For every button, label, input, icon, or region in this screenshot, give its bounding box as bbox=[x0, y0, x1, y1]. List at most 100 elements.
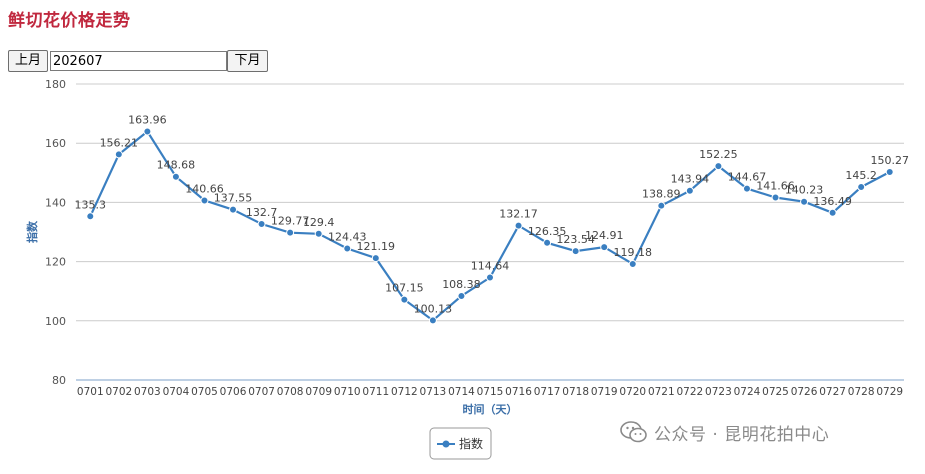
data-point[interactable] bbox=[114, 150, 123, 159]
data-label: 137.55 bbox=[214, 192, 253, 205]
data-label: 107.15 bbox=[385, 282, 424, 295]
data-point[interactable] bbox=[457, 291, 466, 300]
data-point[interactable] bbox=[371, 254, 380, 263]
data-label: 156.21 bbox=[100, 136, 139, 149]
data-point[interactable] bbox=[400, 295, 409, 304]
y-tick-label: 80 bbox=[52, 374, 66, 387]
data-point[interactable] bbox=[86, 212, 95, 221]
data-point[interactable] bbox=[771, 193, 780, 202]
data-label: 132.17 bbox=[499, 208, 538, 221]
data-point[interactable] bbox=[229, 205, 238, 214]
x-tick-label: 0707 bbox=[248, 386, 275, 398]
data-point[interactable] bbox=[486, 273, 494, 282]
y-tick-label: 120 bbox=[45, 256, 66, 269]
x-tick-label: 0726 bbox=[791, 386, 818, 398]
month-input[interactable] bbox=[50, 51, 227, 71]
x-tick-label: 0712 bbox=[391, 386, 418, 398]
next-month-button[interactable]: 下月 bbox=[227, 50, 268, 72]
x-tick-label: 0715 bbox=[477, 386, 504, 398]
wechat-icon bbox=[620, 421, 647, 443]
data-point[interactable] bbox=[343, 244, 352, 253]
data-label: 152.25 bbox=[699, 148, 738, 161]
data-point[interactable] bbox=[314, 229, 323, 238]
data-point[interactable] bbox=[143, 127, 152, 136]
x-tick-label: 0728 bbox=[848, 386, 875, 398]
data-label: 136.49 bbox=[813, 195, 852, 208]
x-tick-label: 0704 bbox=[163, 386, 190, 398]
data-point[interactable] bbox=[571, 247, 580, 256]
y-tick-label: 180 bbox=[45, 78, 66, 91]
y-tick-label: 160 bbox=[45, 137, 66, 150]
data-label: 129.4 bbox=[303, 216, 335, 229]
data-label: 124.91 bbox=[585, 229, 624, 242]
data-point[interactable] bbox=[200, 196, 209, 205]
data-point[interactable] bbox=[657, 201, 666, 210]
x-tick-label: 0713 bbox=[420, 386, 447, 398]
y-tick-label: 100 bbox=[45, 315, 66, 328]
x-tick-label: 0708 bbox=[277, 386, 304, 398]
data-point[interactable] bbox=[800, 197, 809, 206]
data-label: 114.64 bbox=[471, 259, 510, 272]
data-point[interactable] bbox=[885, 168, 894, 177]
data-point[interactable] bbox=[628, 260, 637, 269]
data-labels: 135.3 156.21 163.96 148.68 140.66137.55132.7… bbox=[75, 113, 909, 315]
data-point[interactable] bbox=[171, 172, 180, 181]
data-label: 138.89 bbox=[642, 188, 681, 201]
x-axis-ticks: 0701 0702 0703 0704 0705 0706 0707 0708 0709 0710… bbox=[77, 386, 903, 398]
y-axis-ticks: 80 100 120 140 160 180 bbox=[45, 78, 66, 387]
x-tick-label: 0702 bbox=[105, 386, 132, 398]
series-line bbox=[89, 129, 891, 322]
x-tick-label: 0729 bbox=[876, 386, 903, 398]
x-tick-label: 0727 bbox=[819, 386, 846, 398]
x-tick-label: 0709 bbox=[305, 386, 332, 398]
x-tick-label: 0717 bbox=[534, 386, 561, 398]
x-tick-label: 0725 bbox=[762, 386, 789, 398]
data-point[interactable] bbox=[286, 228, 295, 237]
x-tick-label: 0710 bbox=[334, 386, 361, 398]
legend-marker-icon bbox=[442, 440, 450, 448]
data-label: 140.23 bbox=[785, 184, 824, 197]
x-tick-label: 0718 bbox=[562, 386, 589, 398]
watermark-text: 公众号 · 昆明花拍中心 bbox=[654, 425, 830, 445]
x-tick-label: 0711 bbox=[362, 386, 389, 398]
data-label: 163.96 bbox=[128, 113, 167, 126]
data-label: 145.2 bbox=[845, 169, 877, 182]
data-label: 132.7 bbox=[246, 206, 278, 219]
data-point[interactable] bbox=[543, 238, 552, 247]
previous-month-button[interactable]: 上月 bbox=[8, 50, 48, 72]
data-label: 126.35 bbox=[528, 225, 567, 238]
data-label: 148.68 bbox=[157, 159, 196, 172]
data-label: 135.3 bbox=[75, 198, 107, 211]
page-title: 鲜切花价格走势 bbox=[8, 11, 131, 31]
x-tick-label: 0723 bbox=[705, 386, 732, 398]
data-label: 100.13 bbox=[414, 302, 453, 315]
x-tick-label: 0716 bbox=[505, 386, 532, 398]
x-tick-label: 0714 bbox=[448, 386, 475, 398]
data-point[interactable] bbox=[257, 220, 266, 229]
x-tick-label: 0724 bbox=[734, 386, 761, 398]
data-point[interactable] bbox=[828, 208, 837, 217]
data-point[interactable] bbox=[514, 221, 523, 230]
data-label: 121.19 bbox=[357, 240, 396, 253]
x-tick-label: 0722 bbox=[676, 386, 703, 398]
legend[interactable]: 指数 bbox=[429, 427, 492, 460]
data-point[interactable] bbox=[714, 162, 723, 171]
y-tick-label: 140 bbox=[45, 196, 66, 209]
series-points bbox=[86, 127, 894, 325]
data-point[interactable] bbox=[742, 184, 751, 193]
data-label: 141.66 bbox=[756, 179, 795, 192]
legend-label: 指数 bbox=[459, 436, 483, 451]
x-tick-label: 0721 bbox=[648, 386, 675, 398]
data-point[interactable] bbox=[857, 183, 866, 192]
data-label: 140.66 bbox=[185, 182, 224, 195]
data-point[interactable] bbox=[600, 243, 609, 252]
data-point[interactable] bbox=[685, 186, 694, 195]
data-label: 143.94 bbox=[671, 173, 710, 186]
x-tick-label: 0720 bbox=[619, 386, 646, 398]
data-point[interactable] bbox=[428, 316, 437, 325]
x-tick-label: 0701 bbox=[77, 386, 104, 398]
data-label: 144.67 bbox=[728, 171, 767, 184]
y-axis-label: 指数 bbox=[25, 220, 39, 243]
legend-box bbox=[429, 427, 492, 460]
